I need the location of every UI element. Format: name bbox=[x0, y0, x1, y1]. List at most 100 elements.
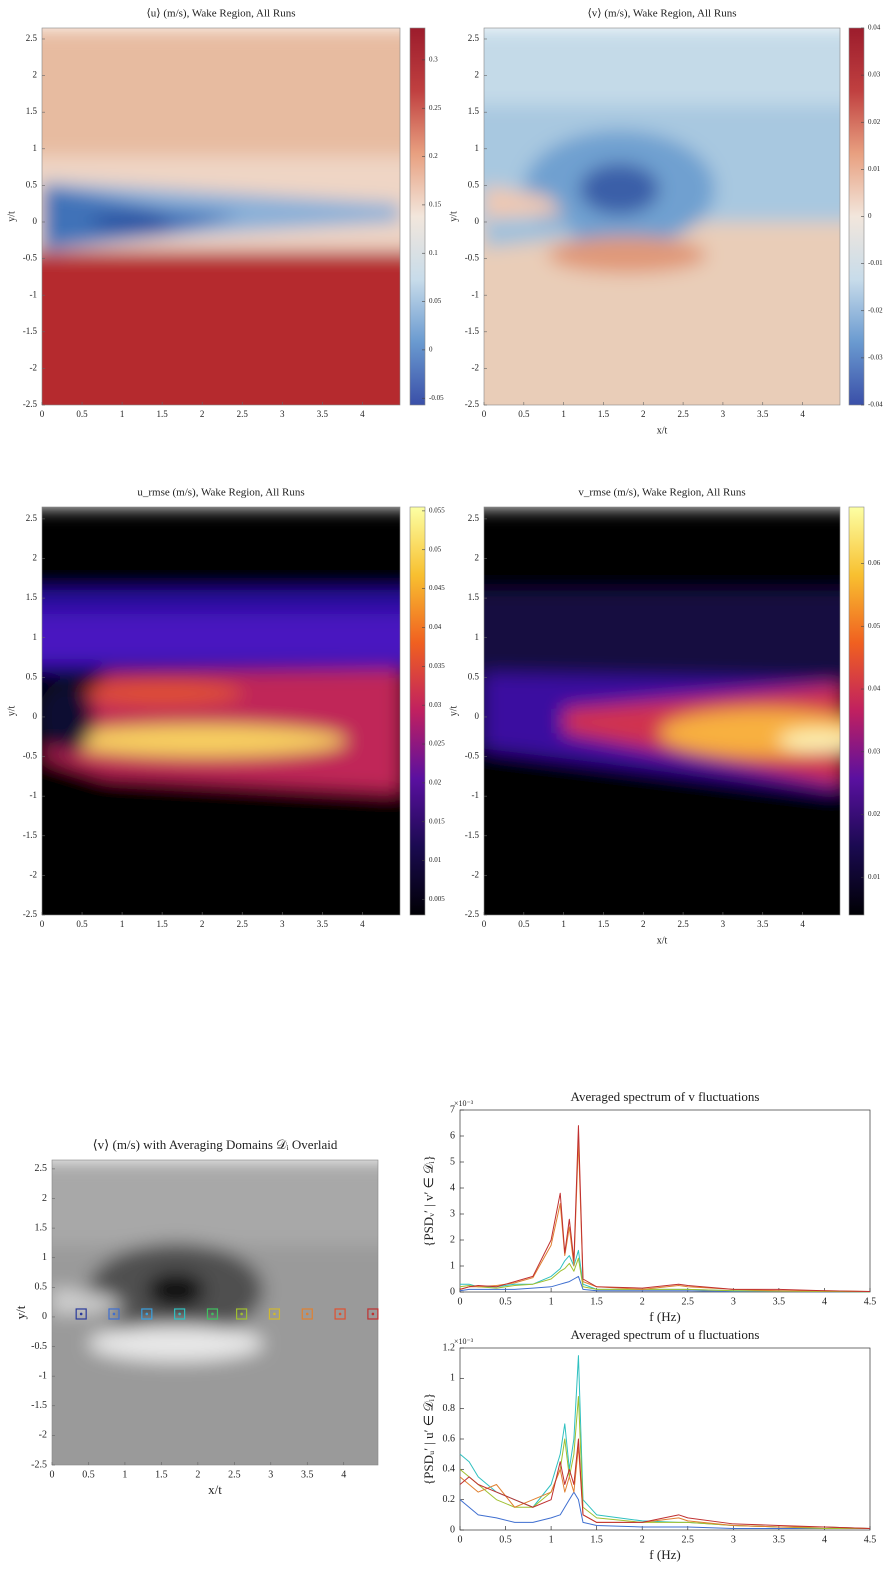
x-tick-label: 3 bbox=[721, 409, 726, 419]
y-tick-label: -0.5 bbox=[465, 751, 480, 761]
x-tick-label: 4.5 bbox=[864, 1534, 877, 1545]
colorbar-tick-label: 0.2 bbox=[429, 152, 438, 160]
y-tick-label: 1.5 bbox=[26, 106, 38, 116]
y-tick-label: -1.5 bbox=[23, 326, 38, 336]
field-blur bbox=[484, 507, 840, 915]
y-tick-label: 1 bbox=[450, 1373, 455, 1384]
field-blur bbox=[42, 28, 400, 405]
y-tick-label: 0.4 bbox=[443, 1464, 456, 1475]
x-tick-label: 1.5 bbox=[157, 409, 169, 419]
x-tick-label: 1.5 bbox=[590, 1534, 603, 1545]
domain-center bbox=[240, 1312, 243, 1316]
y-tick-label: 0.5 bbox=[35, 1282, 48, 1293]
x-tick-label: 1.5 bbox=[598, 919, 610, 929]
colorbar bbox=[848, 506, 865, 916]
x-tick-label: 1 bbox=[120, 409, 125, 419]
y-axis-label: y/t bbox=[13, 1305, 28, 1319]
x-tick-label: 1 bbox=[561, 409, 566, 419]
x-tick-label: 3 bbox=[721, 919, 726, 929]
y-tick-label: 1 bbox=[450, 1260, 455, 1271]
x-tick-label: 0.5 bbox=[499, 1296, 512, 1307]
plot-frame bbox=[459, 1109, 871, 1293]
colorbar bbox=[409, 506, 426, 916]
y-tick-label: 1 bbox=[33, 632, 38, 642]
domain-center bbox=[145, 1312, 149, 1316]
y-tick-label: 2 bbox=[42, 1193, 47, 1204]
colorbar-tick-label: 0.06 bbox=[868, 559, 881, 567]
y-tick-label: -2 bbox=[30, 362, 38, 372]
y-axis-label: y/t bbox=[448, 706, 459, 717]
x-tick-label: 4 bbox=[360, 919, 365, 929]
axis-multiplier: ×10⁻³ bbox=[454, 1337, 474, 1346]
x-tick-label: 2 bbox=[200, 919, 205, 929]
x-axis-label: f (Hz) bbox=[649, 1547, 680, 1562]
x-tick-label: 0 bbox=[40, 919, 45, 929]
domain-center bbox=[112, 1312, 116, 1316]
y-tick-label: -1.5 bbox=[31, 1400, 47, 1411]
colorbar-tick-label: 0.05 bbox=[429, 545, 442, 553]
y-tick-label: -1 bbox=[39, 1370, 47, 1381]
colorbar-tick-label: 0.02 bbox=[868, 810, 881, 818]
y-tick-label: -2 bbox=[39, 1430, 47, 1441]
field-region bbox=[52, 1160, 378, 1246]
averaging-domain bbox=[108, 1308, 120, 1320]
colorbar-tick-label: 0.1 bbox=[429, 249, 438, 257]
averaging-domain bbox=[367, 1308, 379, 1320]
y-tick-label: 0.6 bbox=[443, 1433, 456, 1444]
field-region bbox=[484, 221, 580, 248]
colorbar-tick-label: 0.03 bbox=[868, 747, 881, 755]
field bbox=[52, 1160, 378, 1465]
x-tick-label: 3.5 bbox=[301, 1469, 314, 1480]
colorbar-tick-label: -0.05 bbox=[429, 394, 444, 402]
y-tick-label: 0.2 bbox=[443, 1494, 456, 1505]
y-tick-label: 0 bbox=[475, 216, 480, 226]
x-tick-label: 1.5 bbox=[157, 919, 169, 929]
x-axis-label: x/t bbox=[657, 935, 668, 946]
field-blur bbox=[484, 28, 840, 405]
x-tick-label: 2.5 bbox=[677, 409, 689, 419]
x-tick-label: 3 bbox=[280, 919, 285, 929]
y-tick-label: 0 bbox=[33, 711, 38, 721]
colorbar-tick-label: 0.015 bbox=[429, 817, 445, 825]
y-tick-label: 0.5 bbox=[468, 179, 480, 189]
colorbar-tick-label: -0.02 bbox=[868, 306, 883, 314]
colorbar-tick-label: 0.25 bbox=[429, 104, 442, 112]
y-tick-label: -1 bbox=[472, 289, 480, 299]
y-tick-label: 1 bbox=[475, 632, 480, 642]
y-tick-label: 0 bbox=[42, 1311, 47, 1322]
y-tick-label: 3 bbox=[450, 1208, 455, 1219]
y-axis-label: y/t bbox=[6, 211, 17, 222]
domain-center bbox=[371, 1312, 375, 1316]
y-axis-label: {PSDᵤ′ | u′ ∈ 𝒟ᵢ} bbox=[421, 1393, 436, 1485]
x-tick-label: 2.5 bbox=[682, 1296, 695, 1307]
x-tick-label: 4.5 bbox=[864, 1296, 877, 1307]
x-tick-label: 3 bbox=[731, 1296, 736, 1307]
plot-frame bbox=[483, 506, 841, 916]
x-tick-label: 0.5 bbox=[518, 409, 530, 419]
y-tick-label: 1 bbox=[42, 1252, 47, 1263]
colorbar-tick-label: 0.03 bbox=[868, 71, 881, 79]
x-tick-label: 1 bbox=[549, 1296, 554, 1307]
y-tick-label: -2.5 bbox=[23, 399, 38, 409]
y-tick-label: 6 bbox=[450, 1130, 455, 1141]
x-tick-label: 0.5 bbox=[76, 409, 88, 419]
field bbox=[484, 28, 840, 405]
field-region bbox=[547, 236, 707, 274]
colorbar-tick-label: 0 bbox=[868, 212, 872, 220]
y-tick-label: 1.5 bbox=[26, 592, 38, 602]
y-tick-label: 0 bbox=[450, 1286, 455, 1297]
domain-center bbox=[338, 1312, 342, 1316]
x-tick-label: 0 bbox=[40, 409, 45, 419]
averaging-domain bbox=[301, 1308, 313, 1320]
x-tick-label: 3.5 bbox=[757, 409, 769, 419]
x-tick-label: 3.5 bbox=[773, 1534, 786, 1545]
x-tick-label: 3.5 bbox=[773, 1296, 786, 1307]
y-tick-label: 5 bbox=[450, 1156, 455, 1167]
x-tick-label: 1 bbox=[122, 1469, 127, 1480]
chart-title: Averaged spectrum of u fluctuations bbox=[571, 1327, 760, 1342]
x-tick-label: 0 bbox=[50, 1469, 55, 1480]
colorbar-tick-label: 0.025 bbox=[429, 740, 445, 748]
colorbar-tick-label: 0.01 bbox=[868, 873, 881, 881]
x-tick-label: 3 bbox=[731, 1534, 736, 1545]
